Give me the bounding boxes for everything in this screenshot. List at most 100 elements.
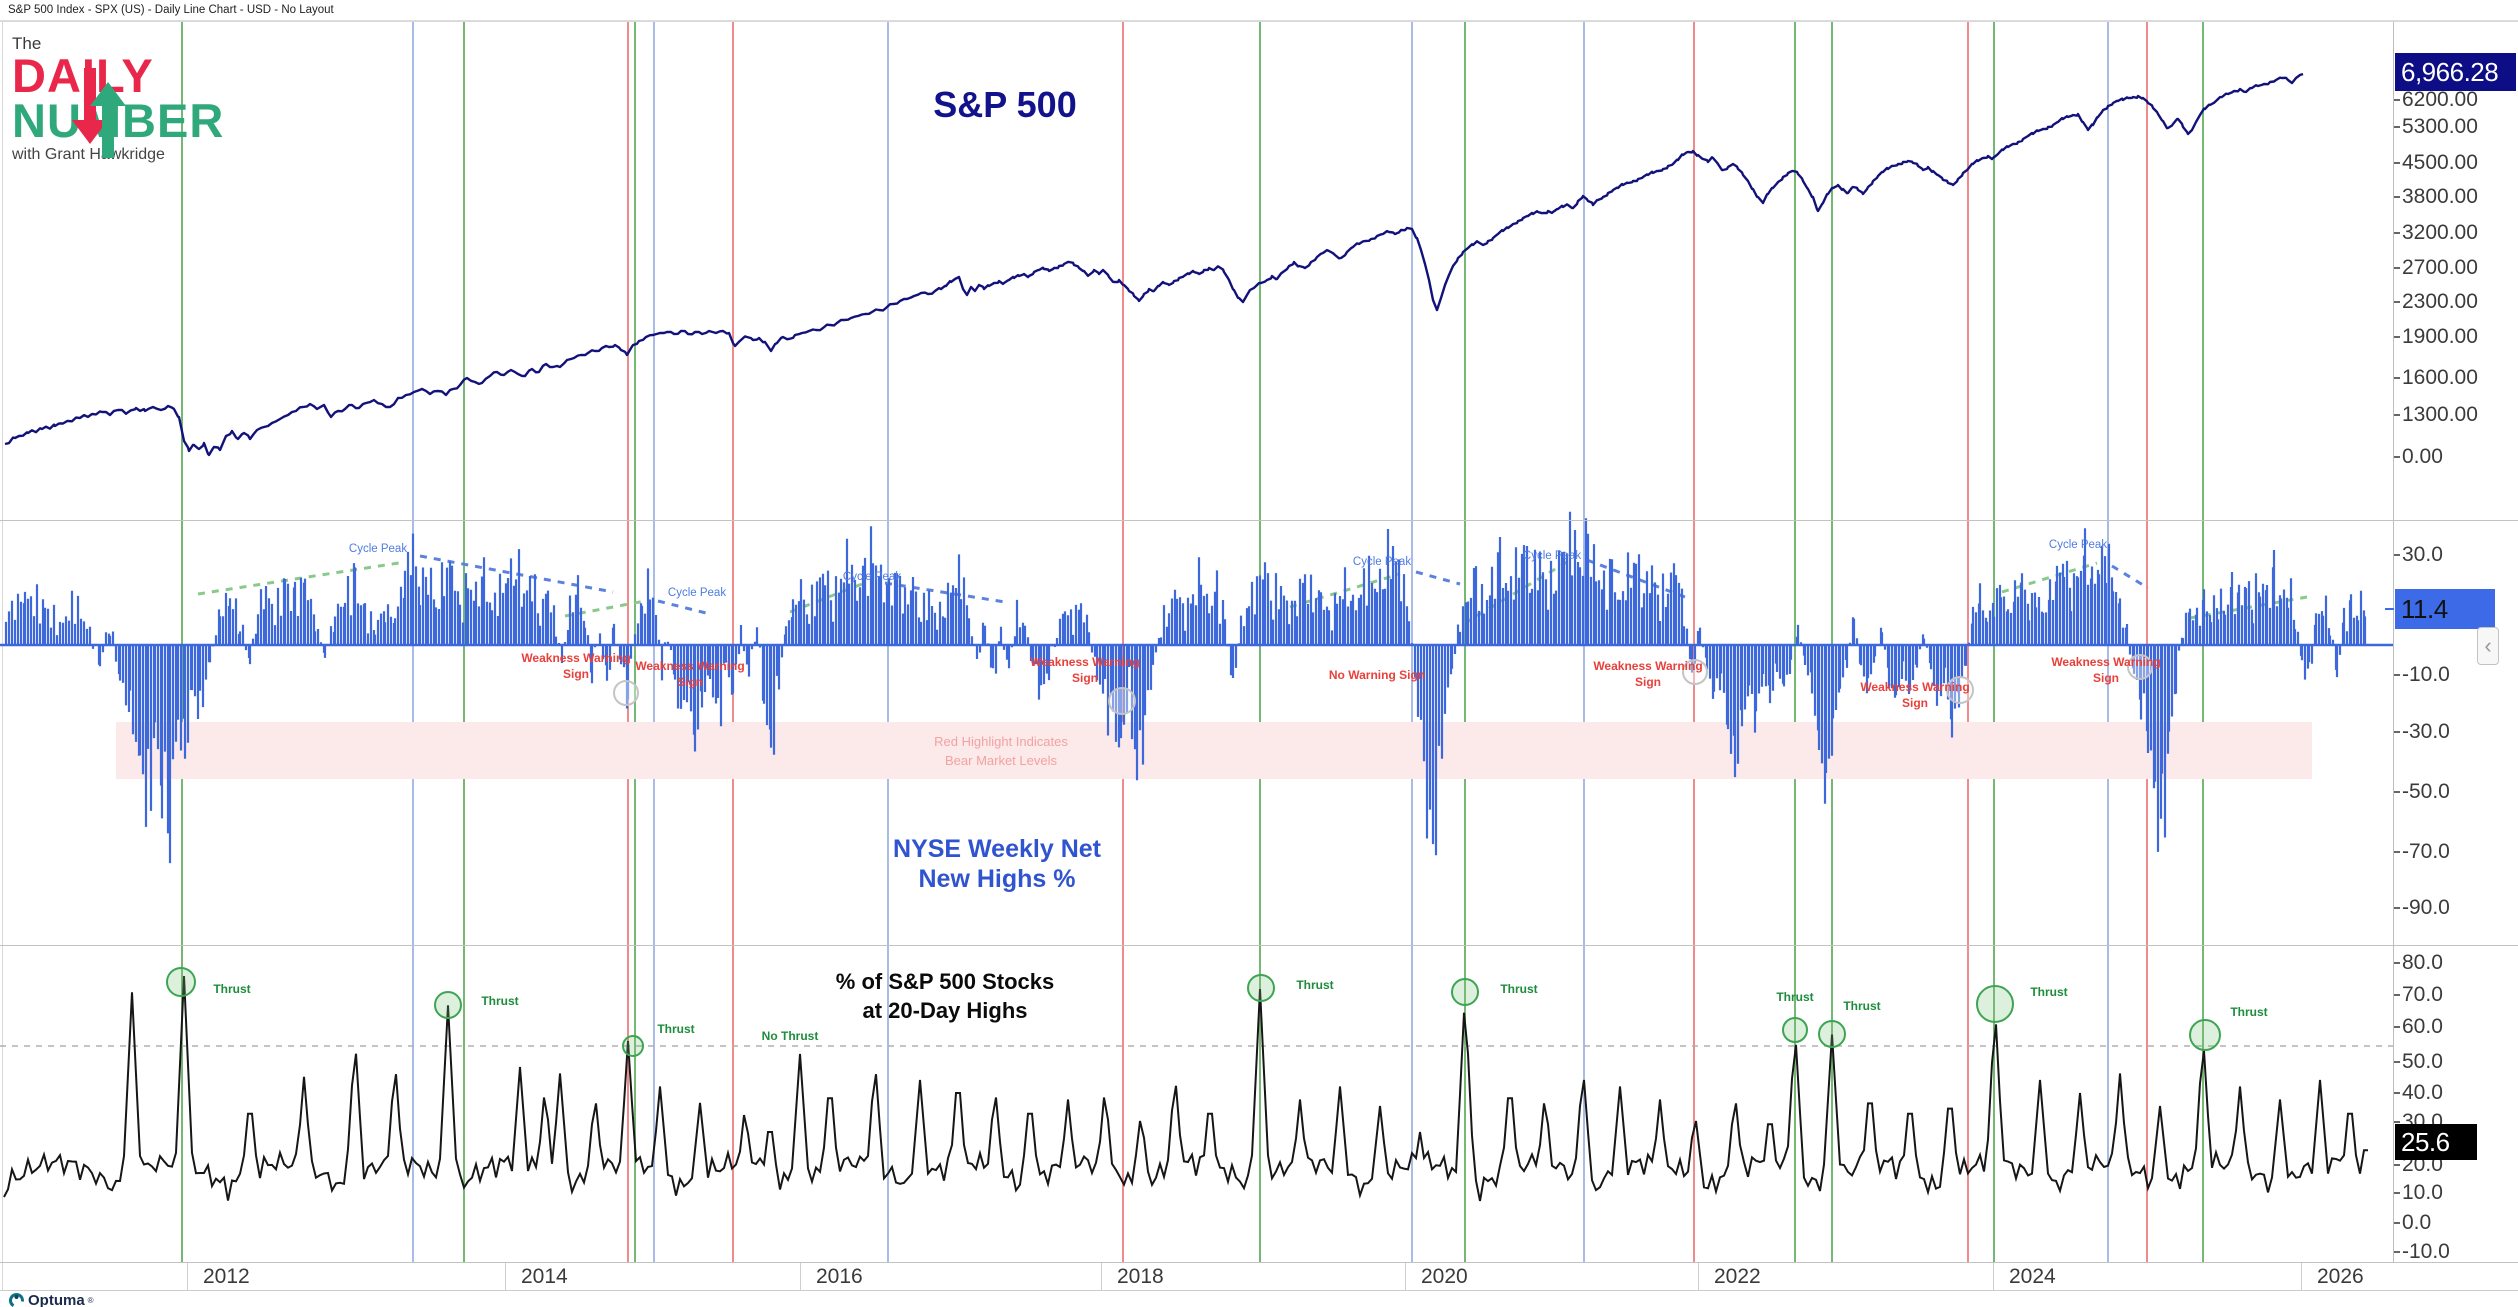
logo-arrows-icon — [72, 68, 126, 158]
price-line — [4, 72, 2304, 457]
y-axis-label: 10.0 — [2402, 1181, 2443, 1204]
y-axis-label: 60.0 — [2402, 1015, 2443, 1038]
thrust-panel-title: % of S&P 500 Stocks at 20-Day Highs — [836, 967, 1054, 1025]
thrust-signal-circle — [1782, 1017, 1808, 1043]
thrust-panel-title-line2: at 20-Day Highs — [862, 998, 1028, 1023]
y-axis-tick — [2394, 232, 2400, 234]
event-line-red — [732, 22, 734, 1262]
weakness-signal-circle — [1108, 687, 1136, 715]
y-axis-label: 2300.00 — [2402, 290, 2478, 313]
cycle-fan-blue — [657, 599, 707, 615]
thrust-signal-circle — [1976, 985, 2014, 1023]
y-axis-tick — [2394, 731, 2400, 733]
cycle-fan-blue — [419, 554, 614, 594]
logo-byline: with Grant Hawkridge — [12, 146, 165, 163]
y-axis-tick — [2394, 554, 2400, 556]
price-panel-title: S&P 500 — [933, 84, 1077, 125]
x-axis-tick — [505, 1263, 506, 1290]
y-axis-tick — [2394, 994, 2400, 996]
daily-number-logo: The DAILY NUMBER with Grant Hawkridge — [12, 34, 224, 164]
chart-top-border — [0, 21, 2518, 22]
chart-title-bar: S&P 500 Index - SPX (US) - Daily Line Ch… — [0, 0, 2518, 21]
y-axis-label: 1900.00 — [2402, 325, 2478, 348]
x-axis-year-label: 2026 — [2317, 1265, 2364, 1288]
breadth-value-badge: 11.4 — [2395, 589, 2495, 629]
x-axis-year-label: 2016 — [816, 1265, 863, 1288]
cycle-peak-label: Cycle Peak — [348, 543, 408, 555]
breadth-panel-title-line1: NYSE Weekly Net — [893, 835, 1101, 863]
cycle-fan-blue — [1415, 570, 1461, 586]
y-axis-label: 3800.00 — [2402, 185, 2478, 208]
event-line-green — [181, 22, 183, 1262]
last-price-badge: 6,966.28 — [2395, 53, 2516, 91]
y-axis-tick — [2394, 1251, 2400, 1253]
y-axis-tick — [2394, 962, 2400, 964]
y-axis-label: -50.0 — [2402, 780, 2450, 803]
y-axis-label: 0.00 — [2402, 445, 2443, 468]
cycle-peak-label: Cycle Peak — [2048, 539, 2108, 551]
y-axis-tick — [2394, 1121, 2400, 1123]
event-line-green — [1794, 22, 1796, 1262]
y-axis-label: 5300.00 — [2402, 115, 2478, 138]
event-line-red — [2146, 22, 2148, 1262]
weakness-warning-label: Weakness Warning Sign — [1030, 655, 1140, 685]
thrust-label: Thrust — [1843, 999, 1881, 1013]
bear-band-note-line1: Red Highlight Indicates — [934, 734, 1068, 749]
thrust-panel-title-line1: % of S&P 500 Stocks — [835, 969, 1055, 994]
y-axis-tick — [2394, 267, 2400, 269]
x-axis-tick — [2301, 1263, 2302, 1290]
cycle-fan-blue — [2111, 564, 2149, 590]
event-line-green — [1831, 22, 1833, 1262]
y-axis-tick — [2394, 196, 2400, 198]
y-axis-tick — [2394, 456, 2400, 458]
thrust-label: Thrust — [2230, 1005, 2268, 1019]
y-axis-label: -10.0 — [2402, 1240, 2450, 1263]
breadth-axis-marker — [2385, 608, 2394, 610]
thrust-label: Thrust — [657, 1022, 695, 1036]
y-axis-label: 0.0 — [2402, 1211, 2432, 1234]
event-line-red — [1967, 22, 1969, 1262]
weakness-warning-label: Weakness Warning Sign — [521, 651, 631, 681]
y-axis-tick — [2394, 1061, 2400, 1063]
y-axis-tick — [2394, 851, 2400, 853]
y-axis-label: 2700.00 — [2402, 256, 2478, 279]
breadth-panel-title: NYSE Weekly Net New Highs % — [893, 834, 1101, 894]
y-axis-tick — [2394, 126, 2400, 128]
x-axis-tick — [1405, 1263, 1406, 1290]
panel-divider — [0, 1262, 2518, 1263]
optuma-logo: Optuma ® — [8, 1292, 94, 1307]
cycle-peak-label: Cycle Peak — [842, 571, 902, 583]
y-axis-label: 40.0 — [2402, 1081, 2443, 1104]
y-axis-tick — [2394, 336, 2400, 338]
thrust-label: Thrust — [1296, 978, 1334, 992]
y-axis-label: 1600.00 — [2402, 366, 2478, 389]
thrust-signal-circle — [1818, 1020, 1846, 1048]
y-axis-label: -90.0 — [2402, 896, 2450, 919]
y-axis-label: -10.0 — [2402, 663, 2450, 686]
y-axis-tick — [2394, 1092, 2400, 1094]
y-axis-label: 80.0 — [2402, 951, 2443, 974]
cycle-peak-label: Cycle Peak — [1352, 556, 1412, 568]
panel-divider — [0, 520, 2518, 521]
thrust-signal-circle — [1451, 978, 1479, 1006]
event-line-red — [627, 22, 629, 1262]
y-axis-tick — [2394, 791, 2400, 793]
panel-collapse-button[interactable]: ‹ — [2477, 627, 2499, 665]
thrust-label: Thrust — [213, 982, 251, 996]
y-axis-label: -30.0 — [2402, 720, 2450, 743]
cycle-peak-label: Cycle Peak — [667, 587, 727, 599]
thrust-signal-circle — [166, 967, 196, 997]
x-axis-tick — [1993, 1263, 1994, 1290]
weakness-signal-circle — [1682, 659, 1708, 685]
y-axis-tick — [2394, 377, 2400, 379]
thrust-signal-circle — [2189, 1019, 2221, 1051]
panel-divider — [0, 945, 2518, 946]
event-line-blue — [1411, 22, 1413, 1262]
y-axis-label: 30.0 — [2402, 543, 2443, 566]
thrust-label: Thrust — [1776, 990, 1814, 1004]
no-warning-label: No Warning Sign — [1328, 668, 1426, 682]
thrust-signal-circle — [622, 1035, 644, 1057]
cycle-fan-blue — [884, 581, 1006, 604]
optuma-reg-mark: ® — [87, 1296, 94, 1305]
